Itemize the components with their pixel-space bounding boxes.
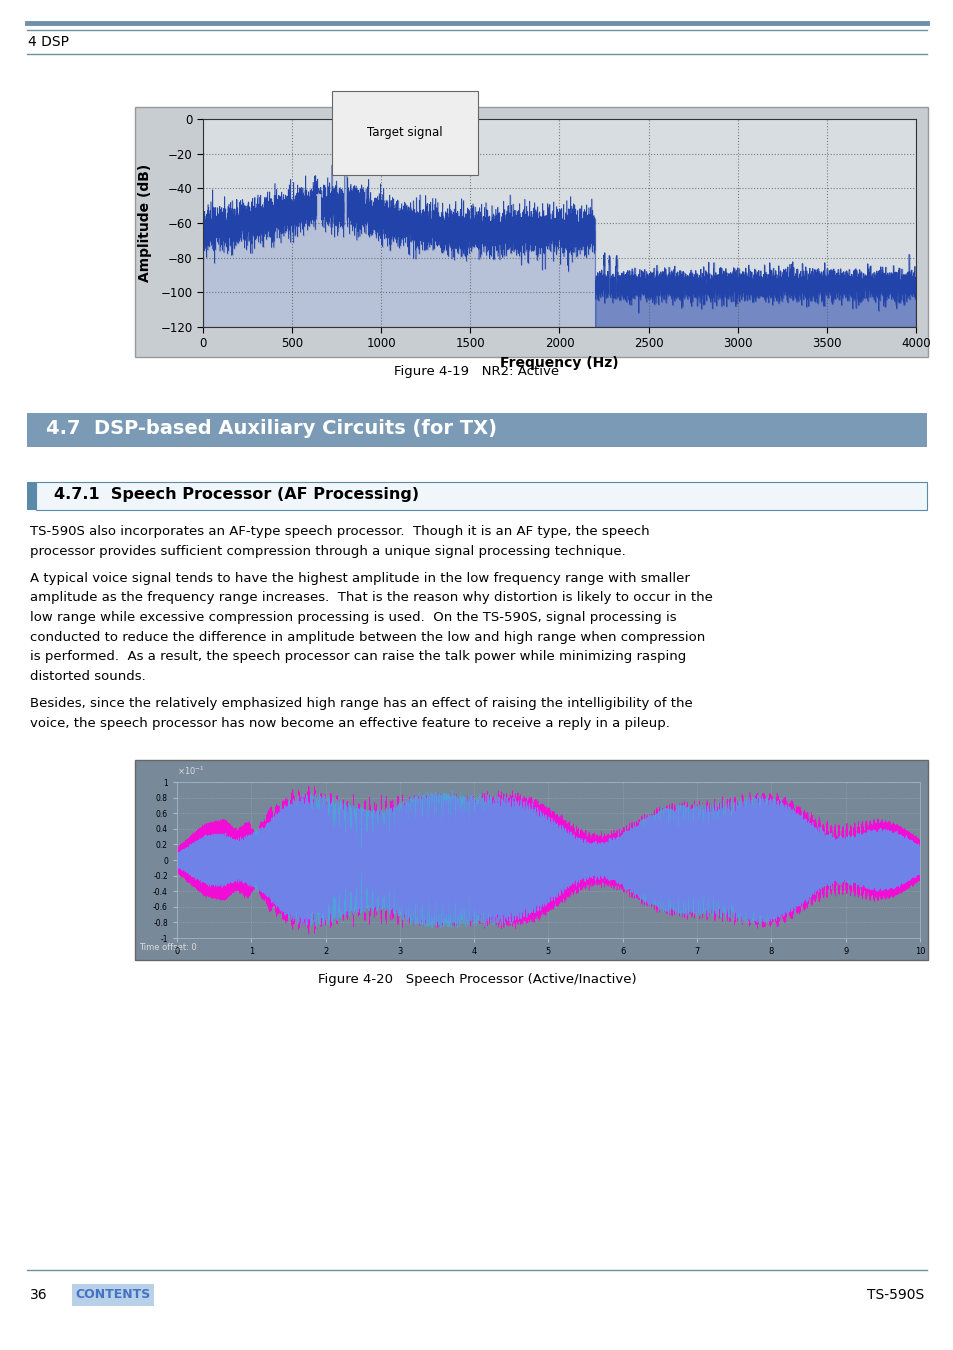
X-axis label: Frequency (Hz): Frequency (Hz) bbox=[499, 356, 618, 370]
Text: Figure 4-19   NR2: Active: Figure 4-19 NR2: Active bbox=[394, 366, 559, 378]
Text: Besides, since the relatively emphasized high range has an effect of raising the: Besides, since the relatively emphasized… bbox=[30, 697, 692, 710]
Text: Time offset: 0: Time offset: 0 bbox=[139, 944, 196, 952]
Text: processor provides sufficient compression through a unique signal processing tec: processor provides sufficient compressio… bbox=[30, 544, 625, 558]
FancyBboxPatch shape bbox=[135, 107, 927, 356]
Text: 4.7.1  Speech Processor (AF Processing): 4.7.1 Speech Processor (AF Processing) bbox=[54, 487, 418, 502]
Text: CONTENTS: CONTENTS bbox=[75, 1288, 151, 1301]
FancyBboxPatch shape bbox=[27, 482, 36, 510]
Text: distorted sounds.: distorted sounds. bbox=[30, 670, 146, 683]
FancyBboxPatch shape bbox=[36, 482, 926, 510]
Text: TS-590S also incorporates an AF-type speech processor.  Though it is an AF type,: TS-590S also incorporates an AF-type spe… bbox=[30, 525, 649, 539]
FancyBboxPatch shape bbox=[71, 1284, 153, 1305]
Text: 4 DSP: 4 DSP bbox=[28, 35, 69, 49]
Text: conducted to reduce the difference in amplitude between the low and high range w: conducted to reduce the difference in am… bbox=[30, 630, 704, 644]
Text: A typical voice signal tends to have the highest amplitude in the low frequency : A typical voice signal tends to have the… bbox=[30, 572, 689, 585]
Text: Target signal: Target signal bbox=[348, 127, 442, 158]
FancyBboxPatch shape bbox=[27, 413, 926, 447]
Text: TS-590S: TS-590S bbox=[866, 1288, 923, 1301]
Text: 36: 36 bbox=[30, 1288, 48, 1301]
Y-axis label: Amplitude (dB): Amplitude (dB) bbox=[138, 163, 152, 282]
Text: amplitude as the frequency range increases.  That is the reason why distortion i: amplitude as the frequency range increas… bbox=[30, 591, 712, 605]
Text: 4.7  DSP-based Auxiliary Circuits (for TX): 4.7 DSP-based Auxiliary Circuits (for TX… bbox=[46, 420, 497, 439]
Text: voice, the speech processor has now become an effective feature to receive a rep: voice, the speech processor has now beco… bbox=[30, 717, 669, 729]
FancyBboxPatch shape bbox=[135, 760, 927, 960]
Text: Figure 4-20   Speech Processor (Active/Inactive): Figure 4-20 Speech Processor (Active/Ina… bbox=[317, 973, 636, 987]
Text: $\times 10^{-1}$: $\times 10^{-1}$ bbox=[177, 765, 205, 778]
Text: low range while excessive compression processing is used.  On the TS-590S, signa: low range while excessive compression pr… bbox=[30, 612, 676, 624]
Text: is performed.  As a result, the speech processor can raise the talk power while : is performed. As a result, the speech pr… bbox=[30, 649, 685, 663]
